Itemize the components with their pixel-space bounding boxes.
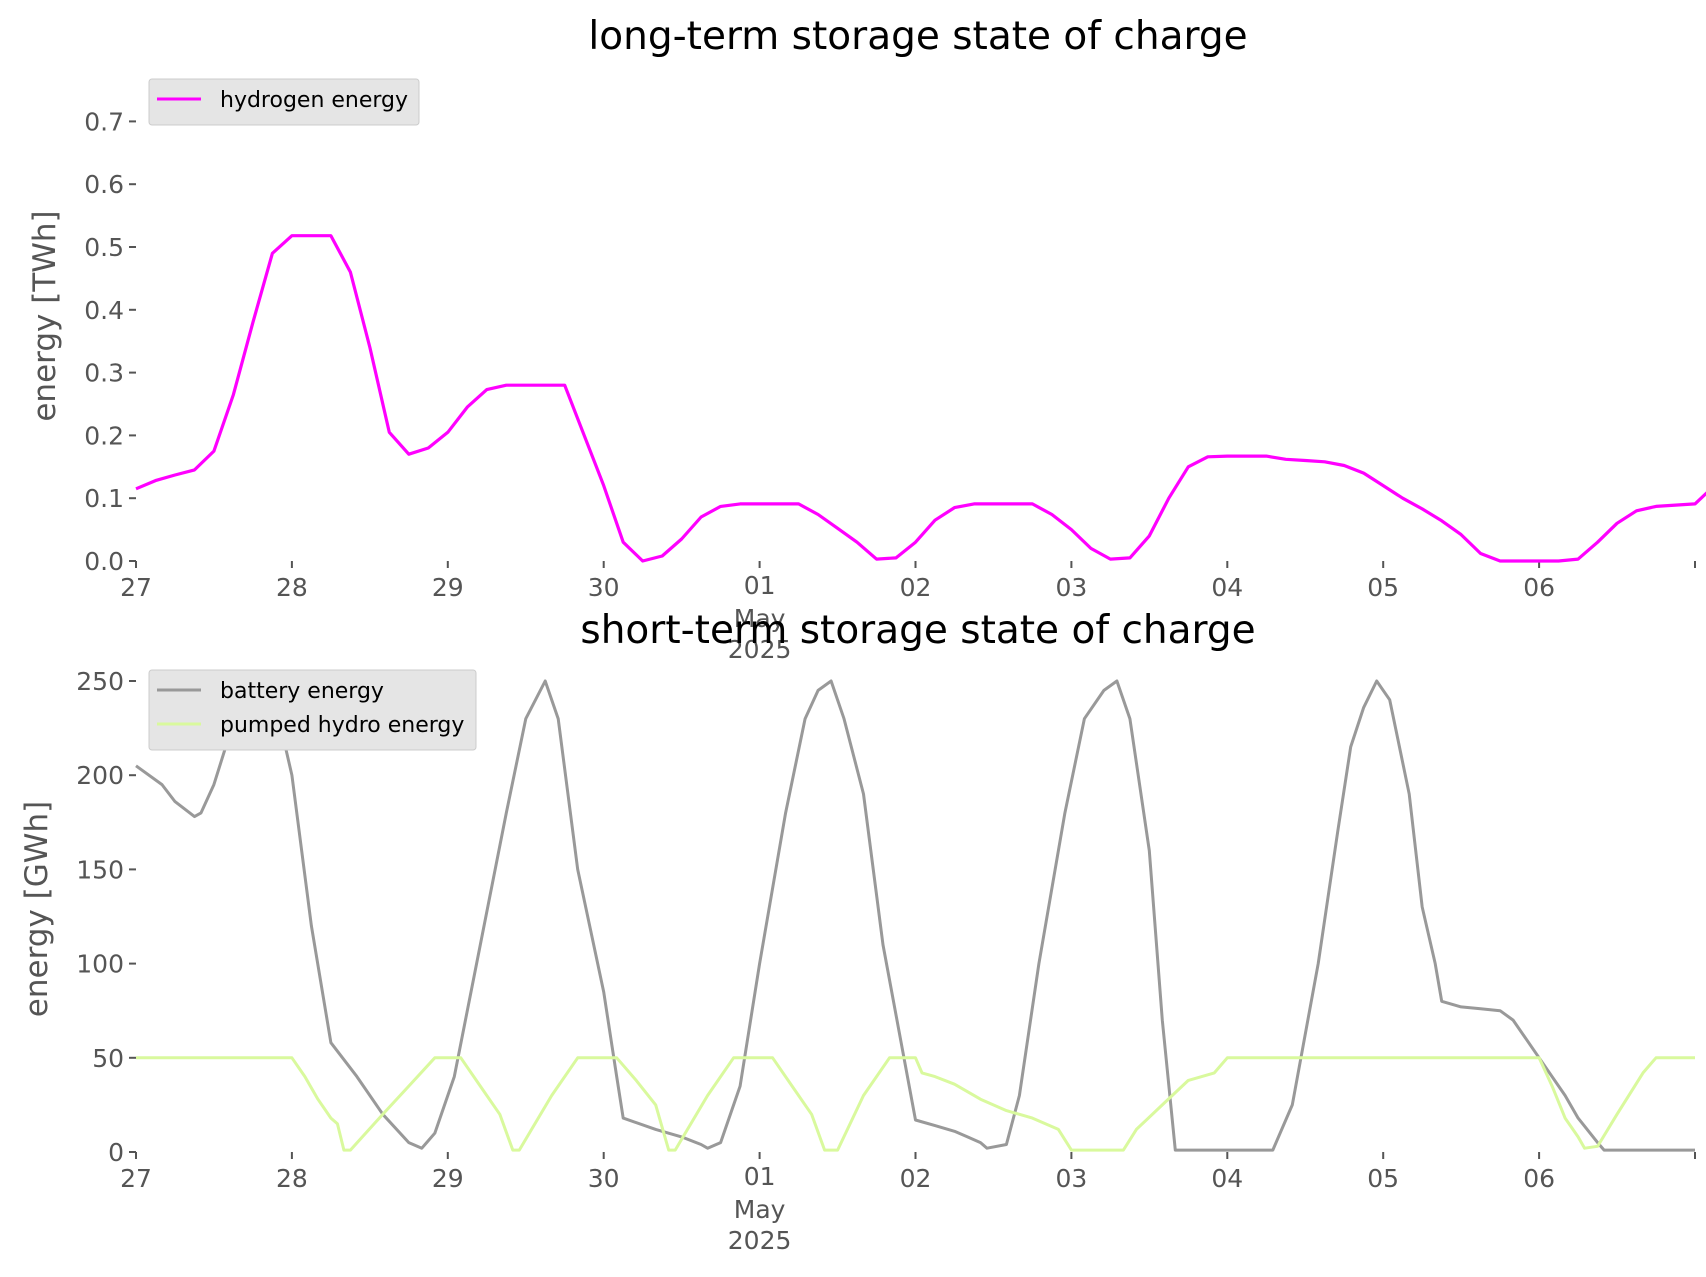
x-tick-label: 04 — [1211, 573, 1243, 602]
long-term-storage-chart: long-term storage state of charge energy… — [27, 14, 1706, 664]
chart-title-short-term: short-term storage state of charge — [580, 608, 1255, 653]
short-term-storage-chart: short-term storage state of charge energ… — [19, 608, 1696, 1255]
x-tick-label: 28 — [276, 1164, 308, 1193]
chart-title-long-term: long-term storage state of charge — [588, 14, 1247, 59]
y-tick-label: 0 — [108, 1138, 124, 1167]
legend-label: pumped hydro energy — [220, 713, 464, 738]
series-line-battery-energy — [135, 679, 1695, 1152]
x-tick-label: 03 — [1055, 1164, 1087, 1193]
x-tick-label: 28 — [276, 573, 308, 602]
x-tick-label: 06 — [1523, 1164, 1555, 1193]
x-tick-label: 04 — [1211, 1164, 1243, 1193]
x-tick-label: 06 — [1523, 573, 1555, 602]
y-tick-label: 0.4 — [84, 296, 124, 325]
y-tick-label: 50 — [92, 1044, 124, 1073]
legend-label: hydrogen energy — [220, 88, 408, 113]
legend-label: battery energy — [220, 679, 384, 704]
x-tick-label: 01 — [744, 571, 776, 600]
y-axis-label-long-term: energy [TWh] — [27, 210, 63, 421]
legend-box — [148, 78, 420, 126]
x-tick-label: 05 — [1367, 1164, 1399, 1193]
legend-long-term: hydrogen energy — [148, 78, 420, 126]
y-tick-label: 0.6 — [84, 170, 124, 199]
series-lines-short-term — [135, 679, 1695, 1152]
x-tick-label: 27 — [120, 1164, 152, 1193]
series-line-hydrogen-energy — [135, 234, 1706, 563]
y-axis-label-short-term: energy [GWh] — [19, 801, 55, 1017]
y-tick-label: 0.1 — [84, 484, 124, 513]
x-tick-label: 30 — [588, 573, 620, 602]
x-tick-label: 30 — [588, 1164, 620, 1193]
y-tick-label: 200 — [76, 761, 124, 790]
axis-ticks-long-term: 0.0 0.1 0.2 0.3 0.4 0.5 0.6 0.7 27 28 29 30 01 May 202… — [84, 107, 1696, 664]
y-tick-label: 250 — [76, 667, 124, 696]
x-tick-label: 01 — [744, 1162, 776, 1191]
y-tick-label: 0.0 — [84, 547, 124, 576]
x-tick-sublabel: May 2025 — [728, 1195, 792, 1255]
y-tick-label: 0.2 — [84, 421, 124, 450]
x-tick-label: 27 — [120, 573, 152, 602]
x-tick-label: 29 — [432, 573, 464, 602]
x-tick-label: 02 — [900, 1164, 932, 1193]
x-tick-sublabel: May 2025 — [728, 604, 792, 664]
x-tick-label: 05 — [1367, 573, 1399, 602]
series-lines-long-term — [135, 234, 1706, 563]
x-tick-label: 03 — [1055, 573, 1087, 602]
legend-short-term: battery energy pumped hydro energy — [148, 669, 477, 751]
legend-box — [148, 669, 477, 751]
y-tick-label: 0.5 — [84, 233, 124, 262]
series-line-pumped-hydro-energy — [136, 1056, 1695, 1152]
axis-ticks-short-term: 0 50 100 150 200 250 27 28 29 30 01 May 2025 02 03 04 05… — [76, 667, 1696, 1255]
x-tick-label: 29 — [432, 1164, 464, 1193]
x-tick-label: 02 — [900, 573, 932, 602]
y-tick-label: 100 — [76, 950, 124, 979]
y-tick-label: 0.7 — [84, 107, 124, 136]
y-tick-label: 0.3 — [84, 359, 124, 388]
y-tick-label: 150 — [76, 855, 124, 884]
